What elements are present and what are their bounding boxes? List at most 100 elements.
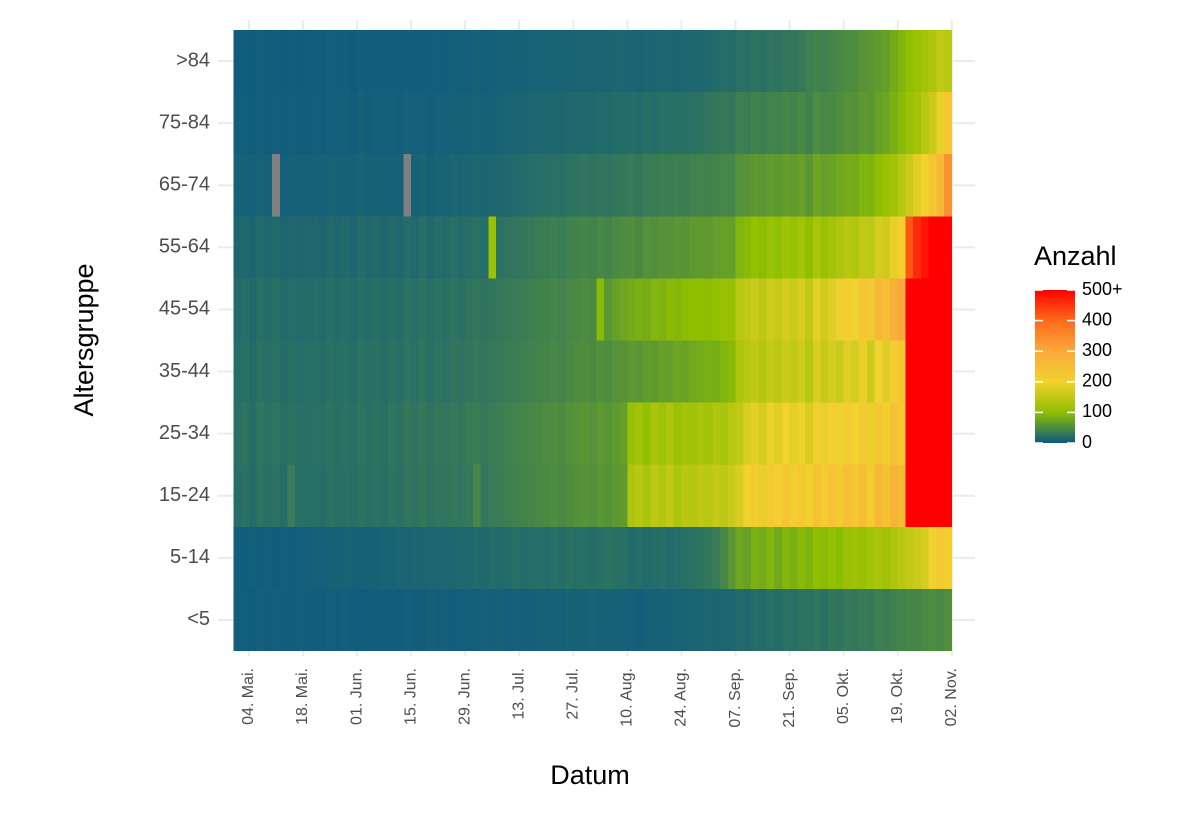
heatmap-cell	[696, 340, 706, 403]
heatmap-cell	[341, 216, 350, 279]
heatmap-cell	[704, 216, 713, 279]
heatmap-cell	[418, 464, 427, 527]
heatmap-cell	[480, 278, 489, 341]
heatmap-cell	[766, 464, 775, 527]
heatmap-cell	[326, 402, 335, 465]
heatmap-cell	[797, 588, 806, 651]
heatmap-cell	[820, 588, 829, 651]
heatmap-cell	[387, 216, 397, 279]
heatmap-cell	[596, 526, 605, 589]
heatmap-cell	[588, 30, 597, 93]
heatmap-cell	[241, 30, 250, 93]
heatmap-cell	[248, 402, 258, 465]
heatmap-cell	[534, 588, 543, 651]
heatmap-cell	[696, 92, 706, 155]
heatmap-cell	[666, 92, 675, 155]
heatmap-cell	[403, 526, 412, 589]
heatmap-cell	[720, 30, 729, 93]
heatmap-cell	[805, 92, 814, 155]
heatmap-cell	[936, 154, 945, 217]
heatmap-cell	[766, 526, 775, 589]
heatmap-cell	[550, 278, 559, 341]
heatmap-cell	[859, 30, 868, 93]
heatmap-cell	[936, 340, 945, 403]
heatmap-cell	[666, 340, 675, 403]
heatmap-cell	[488, 278, 497, 341]
heatmap-cell	[797, 216, 806, 279]
heatmap-cell	[434, 588, 443, 651]
heatmap-cell	[666, 464, 675, 527]
legend-title: Anzahl	[1034, 241, 1117, 271]
heatmap-cell	[480, 402, 489, 465]
heatmap-cell	[596, 154, 605, 217]
heatmap-cell	[882, 402, 891, 465]
heatmap-cell	[828, 216, 837, 279]
heatmap-cell	[650, 154, 659, 217]
heatmap-cell	[874, 154, 883, 217]
heatmap-cell	[411, 526, 420, 589]
heatmap-cell	[256, 30, 265, 93]
heatmap-cell	[526, 92, 536, 155]
heatmap-cell	[233, 402, 242, 465]
heatmap-cell	[449, 588, 458, 651]
heatmap-cell	[781, 588, 791, 651]
heatmap-cell	[812, 340, 821, 403]
heatmap-cell	[890, 340, 899, 403]
heatmap-cell	[241, 526, 250, 589]
heatmap-cell	[774, 402, 783, 465]
heatmap-cell	[666, 588, 675, 651]
heatmap-cell	[696, 278, 706, 341]
heatmap-cell	[380, 464, 389, 527]
heatmap-cell	[712, 402, 721, 465]
heatmap-cell	[735, 340, 744, 403]
heatmap-cell	[882, 340, 891, 403]
heatmap-cell	[882, 588, 891, 651]
heatmap-cell	[812, 30, 821, 93]
heatmap-cell	[233, 216, 242, 279]
heatmap-cell	[310, 92, 319, 155]
heatmap-cell	[449, 278, 458, 341]
heatmap-cell	[573, 278, 582, 341]
heatmap-cell	[673, 340, 682, 403]
heatmap-cell	[256, 526, 265, 589]
heatmap-cell	[805, 340, 814, 403]
heatmap-cell	[866, 92, 875, 155]
heatmap-cell	[673, 588, 682, 651]
heatmap-cell	[750, 30, 760, 93]
heatmap-cell	[310, 278, 319, 341]
heatmap-cell	[503, 402, 512, 465]
heatmap-cell	[689, 92, 698, 155]
heatmap-cell	[920, 30, 930, 93]
heatmap-cell	[380, 92, 389, 155]
heatmap-cell	[712, 464, 721, 527]
heatmap-cell	[526, 278, 536, 341]
heatmap-cell	[287, 588, 296, 651]
heatmap-cell	[318, 588, 327, 651]
heatmap-cell	[944, 340, 953, 403]
heatmap-cell	[542, 340, 551, 403]
heatmap-cell	[743, 216, 752, 279]
heatmap-cell	[944, 216, 953, 279]
x-tick-label: 05. Okt.	[835, 668, 852, 724]
heatmap-cell	[905, 526, 914, 589]
heatmap-cell	[735, 92, 744, 155]
heatmap-cell	[805, 278, 814, 341]
heatmap-cell	[279, 464, 288, 527]
heatmap-cell	[843, 464, 852, 527]
heatmap-cell	[465, 526, 474, 589]
heatmap-cell	[449, 464, 458, 527]
heatmap-cell	[457, 92, 466, 155]
y-tick-label: <5	[187, 608, 210, 630]
heatmap-cell	[611, 216, 621, 279]
heatmap-cell	[812, 154, 821, 217]
heatmap-cell	[442, 92, 451, 155]
heatmap-cell	[581, 464, 590, 527]
heatmap-cell	[828, 340, 837, 403]
heatmap-cell	[372, 30, 381, 93]
heatmap-cell	[890, 464, 899, 527]
heatmap-cell	[318, 154, 327, 217]
heatmap-cell	[766, 402, 775, 465]
heatmap-cell	[928, 154, 937, 217]
heatmap-cell	[449, 526, 458, 589]
heatmap-cell	[341, 92, 350, 155]
